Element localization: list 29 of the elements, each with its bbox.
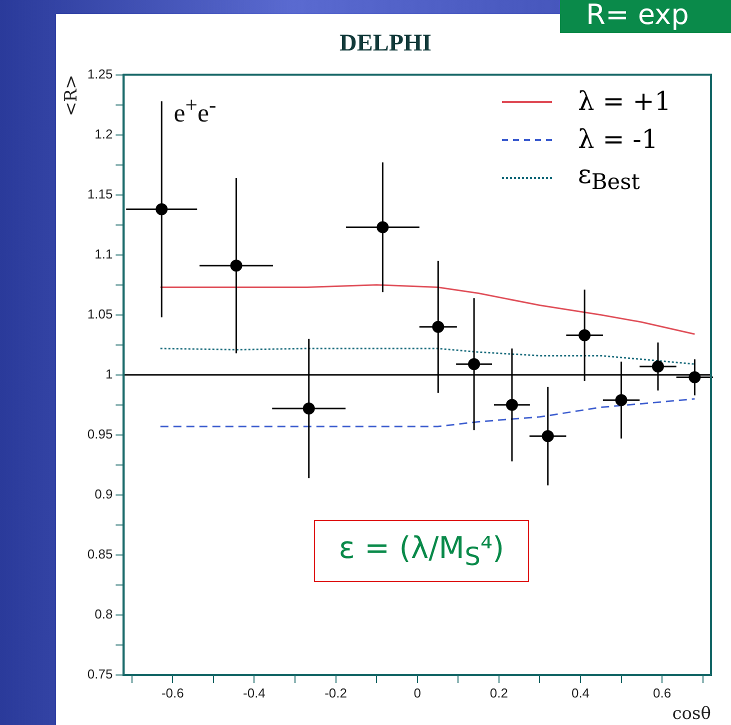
y-tick-label: 0.9 (94, 486, 113, 502)
x-tick-label: -0.2 (324, 685, 347, 700)
y-tick-label: 0.75 (87, 666, 113, 682)
legend-label: λ = -1 (578, 124, 658, 155)
y-tick-label: 0.85 (87, 546, 113, 562)
chart-title: DELPHI (339, 30, 432, 57)
annotation: ε = (λ/M$_{S}$⁴) (314, 520, 530, 582)
y-axis-title: <R> (62, 74, 82, 116)
y-tick-label: 1 (105, 366, 113, 382)
text: R= exp (560, 0, 731, 33)
y-tick-label: 1.05 (87, 306, 113, 322)
y-tick-label: 1.25 (87, 66, 113, 82)
x-tick-label: 0.4 (571, 685, 590, 700)
y-tick-label: 1.15 (87, 186, 113, 202)
x-tick-label: -0.6 (161, 685, 184, 700)
y-tick-label: 0.95 (87, 426, 113, 442)
annotation: e$^{+}$e$^{-}$ (174, 92, 216, 128)
y-tick-label: 1.1 (94, 246, 113, 262)
x-tick-label: -0.4 (243, 685, 266, 700)
legend-label: λ = +1 (578, 86, 671, 117)
line-series (160, 348, 696, 365)
x-axis-title: cosθ (672, 704, 711, 724)
x-tick-label: 0.2 (490, 685, 508, 700)
y-tick-label: 0.8 (94, 606, 113, 622)
y-tick-label: 1.2 (94, 126, 113, 142)
x-tick-label: 0 (414, 685, 421, 700)
x-tick-label: 0.6 (653, 685, 672, 700)
legend-label: ε$_{Best}$ (578, 160, 640, 196)
line-series (160, 398, 696, 428)
